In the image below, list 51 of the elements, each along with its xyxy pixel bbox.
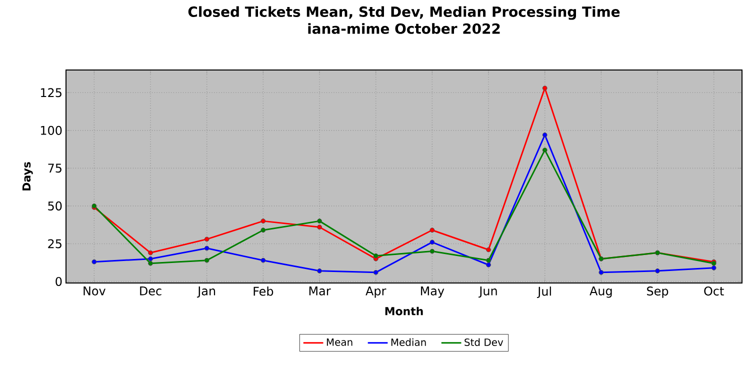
x-tick-label: Sep: [647, 286, 668, 298]
x-tick-label: Nov: [84, 286, 106, 296]
point: [430, 240, 435, 245]
point: [317, 218, 322, 224]
y-axis-title: Days: [22, 162, 33, 190]
legend-label: Median: [391, 338, 426, 346]
point: [542, 148, 548, 153]
point: [430, 228, 435, 233]
point: [317, 224, 322, 230]
x-tick-label: Apr: [366, 286, 386, 298]
point: [260, 258, 266, 263]
point: [486, 247, 491, 252]
point: [92, 259, 97, 264]
y-tick-label: 50: [48, 201, 62, 210]
x-axis-title: Month: [385, 306, 423, 316]
legend-label: Mean: [326, 338, 352, 346]
point: [373, 253, 378, 258]
point: [542, 132, 548, 138]
y-tick-label: 0: [56, 276, 62, 286]
x-tick-label: Jan: [197, 286, 216, 298]
x-tick-label: Jun: [478, 286, 497, 298]
legend-label: Std Dev: [464, 338, 504, 346]
y-tick-label: 100: [40, 126, 62, 135]
y-tick-label: 125: [40, 88, 62, 98]
x-tick-label: Oct: [704, 286, 724, 296]
point: [711, 265, 716, 270]
point: [148, 256, 153, 262]
point: [486, 262, 491, 268]
x-tick-label: Feb: [254, 286, 274, 296]
point: [430, 248, 435, 254]
y-tick-label: 75: [48, 164, 62, 173]
chart-title: Closed Tickets Mean, Std Dev, Median Processing Time iana-mime October 2022: [188, 6, 620, 34]
x-tick-label: Aug: [590, 286, 612, 298]
x-tick-label: Dec: [140, 286, 162, 296]
x-tick-label: Jul: [537, 286, 551, 298]
x-tick-label: May: [420, 286, 444, 298]
point: [260, 228, 266, 233]
point: [204, 246, 210, 251]
point: [542, 86, 548, 91]
x-tick-label: Mar: [309, 286, 331, 296]
point: [655, 268, 660, 274]
y-tick-label: 25: [48, 239, 62, 248]
point: [204, 258, 210, 263]
point: [148, 260, 153, 266]
point: [260, 218, 266, 224]
point: [598, 270, 604, 275]
point: [204, 236, 210, 242]
point: [373, 270, 378, 275]
point: [486, 258, 491, 263]
point: [148, 250, 153, 256]
point: [317, 268, 322, 274]
